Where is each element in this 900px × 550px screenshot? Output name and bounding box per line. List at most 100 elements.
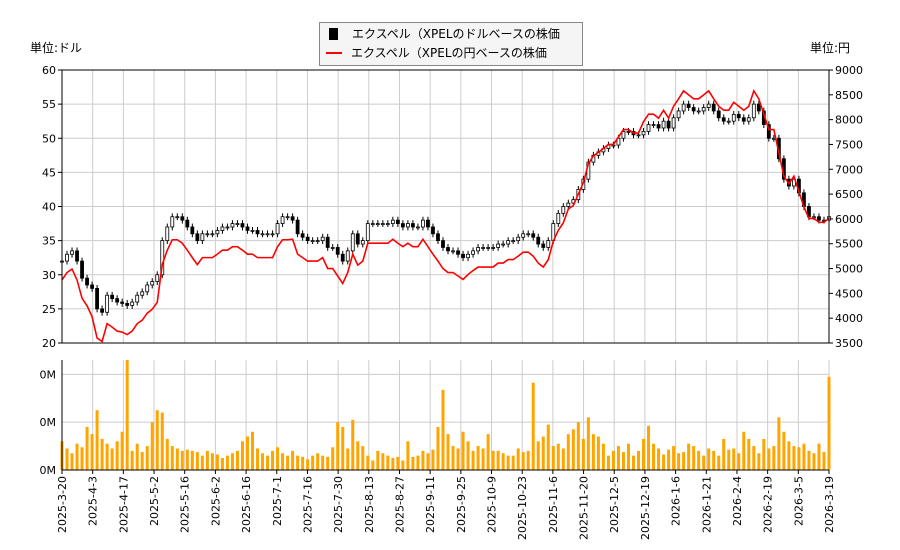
volume-bar — [702, 455, 706, 470]
volume-bar — [316, 453, 320, 470]
candle-body — [521, 233, 526, 238]
volume-bar — [772, 446, 776, 470]
candle-body — [345, 250, 350, 262]
candle-body — [756, 103, 761, 112]
volume-bar — [737, 453, 741, 470]
volume-bar — [481, 448, 485, 470]
candle-body — [651, 124, 656, 126]
x-tick-label: 2025-7-16 — [301, 476, 314, 533]
volume-bar — [356, 441, 360, 470]
volume-bar — [626, 443, 630, 470]
volume-bar — [631, 455, 635, 470]
volume-bar — [777, 417, 781, 470]
volume-bar — [822, 452, 826, 470]
candle-body — [220, 226, 225, 231]
candle-body — [436, 233, 440, 242]
x-tick-label: 2025-3-20 — [56, 476, 69, 533]
volume-bar — [105, 443, 109, 470]
x-tick-label: 2026-3-5 — [792, 476, 805, 526]
volume-bar — [366, 455, 370, 470]
candle-body — [180, 216, 185, 221]
candle-body — [486, 247, 491, 249]
candle-body — [656, 124, 661, 129]
volume-tick-label: 0M — [40, 464, 57, 477]
volume-bar — [461, 431, 465, 470]
volume-bar — [145, 446, 149, 470]
left-tick-label: 25 — [42, 303, 56, 316]
volume-bar — [712, 450, 716, 470]
candle-body — [546, 240, 551, 248]
candle-body — [556, 212, 561, 224]
candle-body — [245, 226, 250, 231]
volume-bar — [591, 434, 595, 470]
x-tick-label: 2026-2-19 — [762, 476, 775, 533]
volume-bar — [581, 438, 585, 470]
volume-bar — [100, 438, 104, 470]
candle-body — [676, 110, 681, 119]
x-tick-label: 2025-6-2 — [209, 476, 222, 526]
volume-bar — [110, 448, 114, 470]
volume-bar — [682, 452, 686, 470]
candle-body — [270, 233, 275, 236]
candle-body — [95, 287, 99, 310]
volume-bar — [306, 459, 310, 470]
candle-body — [140, 291, 145, 296]
volume-bar — [160, 412, 164, 470]
candle-body — [441, 240, 445, 248]
candle-body — [360, 240, 365, 245]
candle-body — [481, 247, 485, 249]
candle-body — [476, 247, 480, 252]
volume-bar — [185, 449, 189, 470]
candle-body — [566, 202, 571, 207]
candle-body — [766, 124, 771, 139]
volume-bar — [296, 455, 300, 470]
candle-body — [666, 120, 671, 129]
left-tick-label: 45 — [42, 166, 56, 179]
right-tick-label: 8500 — [835, 89, 863, 102]
candle-body — [416, 226, 420, 229]
x-tick-label: 2026-3-19 — [823, 476, 836, 533]
volume-bar — [642, 438, 646, 470]
x-tick-label: 2025-10-9 — [486, 476, 499, 533]
legend-item-jpy: エクスペル（XPELの円ベースの株価 — [326, 44, 547, 62]
volume-bar — [281, 453, 285, 470]
volume-bar — [657, 448, 661, 470]
volume-bar — [606, 455, 610, 470]
volume-bars — [60, 360, 831, 470]
candle-body — [696, 110, 701, 113]
x-tick-label: 2026-2-4 — [731, 476, 744, 526]
candle-body — [280, 216, 285, 224]
candle-body — [170, 216, 175, 228]
volume-bar — [436, 426, 440, 470]
candle-body — [120, 301, 125, 304]
right-axis-unit: 単位:円 — [810, 41, 851, 55]
candle-body — [305, 236, 310, 242]
volume-bar — [752, 446, 756, 470]
volume-bar — [245, 436, 249, 470]
volume-bar — [536, 441, 540, 470]
x-tick-label: 2025-12-5 — [608, 476, 621, 533]
volume-bar — [70, 453, 74, 470]
volume-bar — [311, 455, 315, 470]
right-tick-label: 6000 — [835, 213, 863, 226]
volume-bar — [491, 450, 495, 470]
volume-bar — [130, 450, 134, 470]
volume-bar — [140, 452, 144, 470]
volume-bar — [266, 455, 270, 470]
volume-bar — [326, 456, 330, 470]
volume-bar — [486, 434, 490, 470]
candle-body — [496, 243, 501, 248]
candle-body — [751, 103, 756, 119]
candle-body — [145, 284, 150, 293]
volume-bar — [586, 417, 590, 470]
candle-body — [320, 236, 325, 242]
volume-bar — [672, 446, 676, 470]
candle-body — [165, 226, 170, 242]
candle-body — [260, 233, 265, 236]
volume-bar — [521, 452, 525, 470]
volume-bar — [341, 426, 345, 470]
volume-bar — [667, 449, 671, 470]
candle-body — [686, 103, 691, 108]
candle-body — [706, 103, 711, 108]
